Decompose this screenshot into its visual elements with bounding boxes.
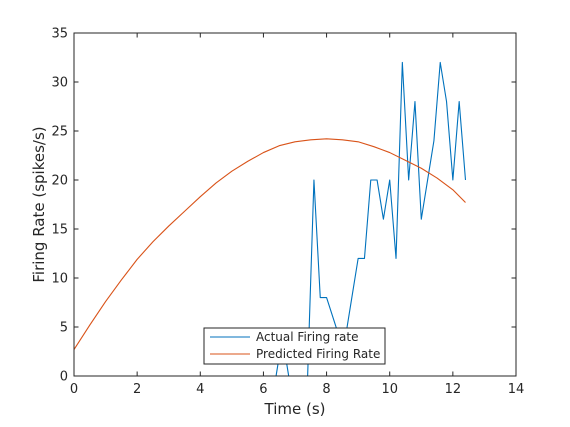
y-tick-label: 10 [51,272,68,287]
series-line-predicted [73,138,466,350]
x-tick-label: 12 [445,382,462,397]
y-tick-label: 30 [51,76,68,91]
axes-box [73,32,517,377]
x-tick-label: 10 [381,382,398,397]
y-tick-label: 35 [51,27,68,42]
legend: Actual Firing rate Predicted Firing Rate [203,327,386,365]
x-tick-label: 6 [259,382,267,397]
x-tick-label: 4 [196,382,204,397]
axes-layer [73,32,517,377]
x-tick-label: 2 [133,382,141,397]
y-tick-label: 15 [51,223,68,238]
x-tick-label: 0 [70,382,78,397]
y-tick-label: 20 [51,174,68,189]
legend-box [203,327,386,365]
x-tick-label: 8 [322,382,330,397]
x-tick-label: 14 [508,382,525,397]
y-tick-label: 5 [60,321,68,336]
legend-label-actual: Actual Firing rate [256,330,358,344]
plot-area [74,33,516,376]
y-axis-label: Firing Rate (spikes/s) [30,126,48,282]
plot-background [74,33,516,376]
y-tick-label: 25 [51,125,68,140]
ticks-layer: 0 2 4 6 8 10 12 14 0 5 10 15 20 25 30 35 [51,27,524,398]
y-tick-label: 0 [60,370,68,385]
legend-label-predicted: Predicted Firing Rate [256,347,380,361]
x-axis-label: Time (s) [264,400,326,418]
